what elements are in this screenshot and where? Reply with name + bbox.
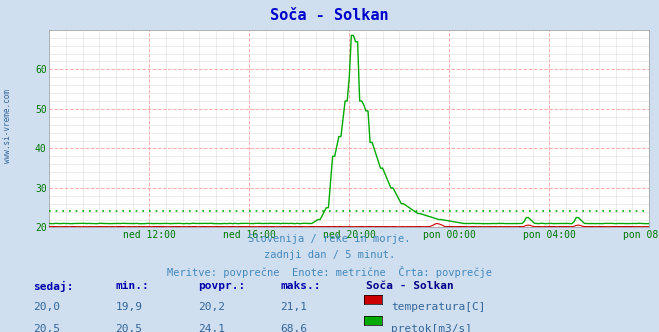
Text: 20,5: 20,5 [33, 324, 60, 332]
Text: 24,1: 24,1 [198, 324, 225, 332]
Text: povpr.:: povpr.: [198, 281, 245, 290]
Text: 20,5: 20,5 [115, 324, 142, 332]
Text: pretok[m3/s]: pretok[m3/s] [391, 324, 472, 332]
Text: zadnji dan / 5 minut.: zadnji dan / 5 minut. [264, 250, 395, 260]
Text: 68,6: 68,6 [280, 324, 307, 332]
Text: Meritve: povprečne  Enote: metrične  Črta: povprečje: Meritve: povprečne Enote: metrične Črta:… [167, 266, 492, 278]
Text: 19,9: 19,9 [115, 302, 142, 312]
Text: min.:: min.: [115, 281, 149, 290]
Text: temperatura[C]: temperatura[C] [391, 302, 485, 312]
Text: Soča - Solkan: Soča - Solkan [366, 281, 453, 290]
Text: sedaj:: sedaj: [33, 281, 73, 291]
Text: maks.:: maks.: [280, 281, 320, 290]
Text: 20,0: 20,0 [33, 302, 60, 312]
Text: Soča - Solkan: Soča - Solkan [270, 8, 389, 23]
Text: Slovenija / reke in morje.: Slovenija / reke in morje. [248, 234, 411, 244]
Text: 21,1: 21,1 [280, 302, 307, 312]
Text: www.si-vreme.com: www.si-vreme.com [3, 89, 13, 163]
Text: 20,2: 20,2 [198, 302, 225, 312]
